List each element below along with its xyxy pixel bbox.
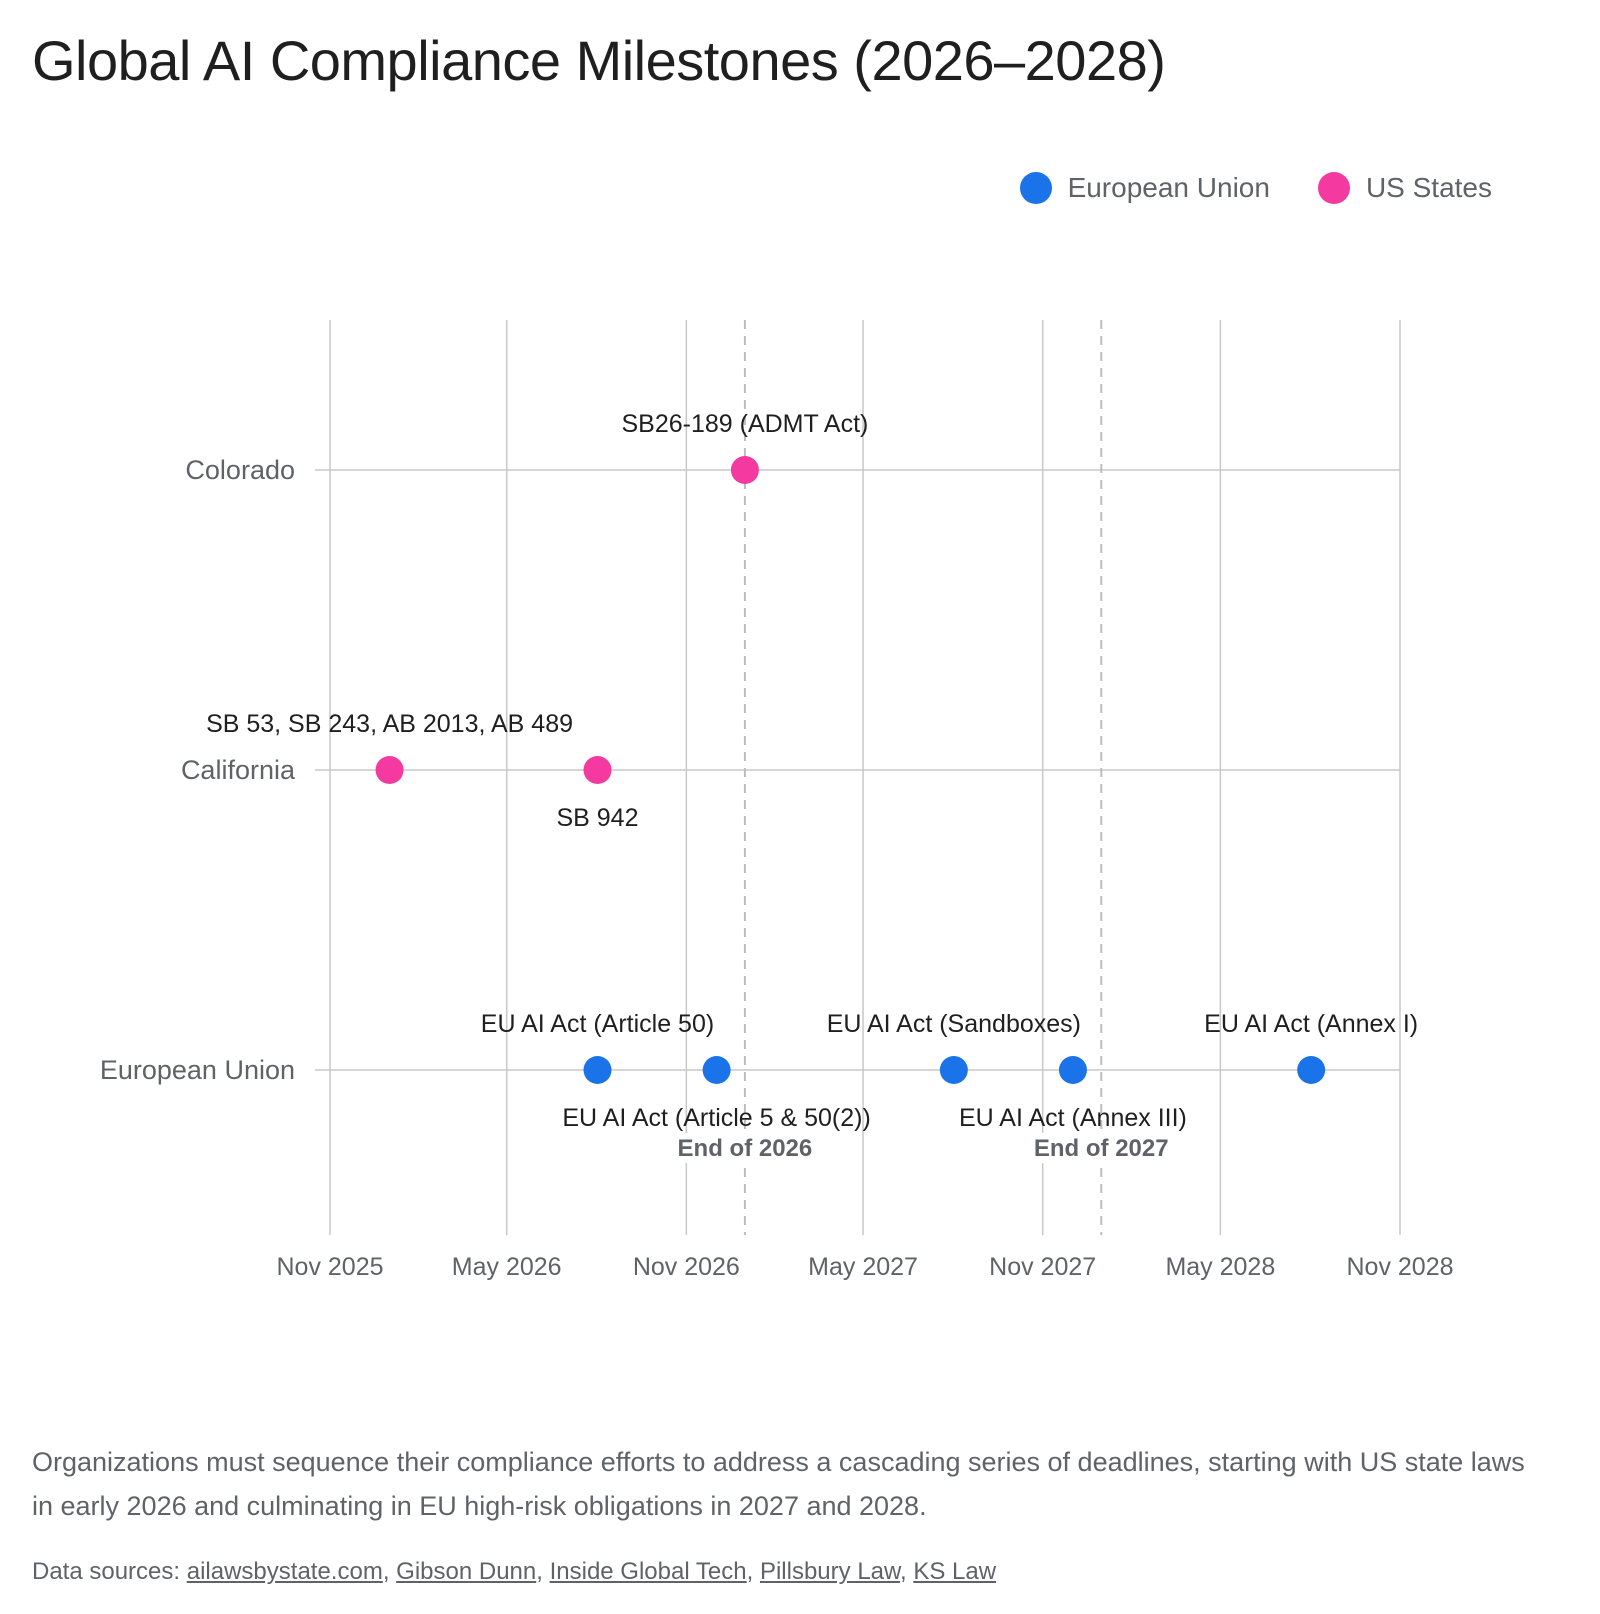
- legend-entry-us-states: US States: [1317, 172, 1492, 204]
- x-tick-label-nov-2028: Nov 2028: [1346, 1253, 1453, 1281]
- timeline-chart: Nov 2025 May 2026 Nov 2026 May 2027 Nov 2027…: [100, 320, 1454, 1281]
- point-eu-ai-act-annex-i: [1297, 1056, 1326, 1084]
- x-tick-label-nov-2025: Nov 2025: [276, 1253, 383, 1281]
- point-sb-53-sb-243-ab-2013-ab-489: [375, 756, 404, 784]
- point-label-sb26-189-admt-act: SB26-189 (ADMT Act): [621, 410, 868, 438]
- source-link-inside-global-tech[interactable]: Inside Global Tech: [549, 1558, 747, 1585]
- legend-label-us-states: US States: [1365, 172, 1492, 203]
- source-link-ks-law[interactable]: KS Law: [913, 1558, 997, 1585]
- legend-label-european-union: European Union: [1067, 172, 1270, 203]
- point-eu-ai-act-sandboxes: [939, 1056, 968, 1084]
- reference-label-end-of-2026: End of 2026: [678, 1135, 813, 1162]
- point-label-eu-ai-act-sandboxes: EU AI Act (Sandboxes): [827, 1010, 1081, 1038]
- legend-dot-us-states: [1317, 172, 1350, 204]
- source-link-gibson-dunn[interactable]: Gibson Dunn: [396, 1558, 537, 1585]
- chart-legend: European Union US States: [1019, 172, 1492, 204]
- legend-entry-european-union: European Union: [1019, 172, 1270, 204]
- point-label-eu-ai-act-annex-i: EU AI Act (Annex I): [1204, 1010, 1418, 1038]
- y-label-colorado: Colorado: [185, 455, 295, 485]
- legend-dot-european-union: [1019, 172, 1052, 204]
- chart-title: Global AI Compliance Milestones (2026–20…: [32, 29, 1166, 92]
- point-eu-ai-act-article-5-50-2: [702, 1056, 731, 1084]
- x-tick-label-may-2026: May 2026: [452, 1253, 562, 1281]
- y-label-european-union: European Union: [100, 1055, 295, 1085]
- point-sb26-189-admt-act: [730, 456, 759, 484]
- point-label-sb-53-sb-243-ab-2013-ab-489: SB 53, SB 243, AB 2013, AB 489: [206, 710, 573, 738]
- x-tick-label-nov-2027: Nov 2027: [989, 1253, 1096, 1281]
- chart-caption: Organizations must sequence their compli…: [32, 1447, 1525, 1521]
- reference-label-end-of-2027: End of 2027: [1034, 1135, 1169, 1162]
- point-label-sb-942: SB 942: [556, 804, 638, 832]
- data-sources: Data sources: ailawsbystate.com, Gibson …: [32, 1558, 997, 1585]
- point-label-eu-ai-act-article-50: EU AI Act (Article 50): [481, 1010, 714, 1038]
- source-link-ailawsbystate[interactable]: ailawsbystate.com: [186, 1558, 383, 1585]
- point-sb-942: [583, 756, 612, 784]
- point-label-eu-ai-act-annex-iii: EU AI Act (Annex III): [959, 1104, 1187, 1132]
- data-sources-prefix: Data sources:: [32, 1558, 187, 1585]
- reference-label-bg-end-of-2026: [676, 1133, 813, 1163]
- point-eu-ai-act-annex-iii: [1058, 1056, 1087, 1084]
- point-label-eu-ai-act-article-5-50-2: EU AI Act (Article 5 & 50(2)): [562, 1104, 870, 1132]
- x-tick-label-nov-2026: Nov 2026: [633, 1253, 740, 1281]
- x-tick-label-may-2028: May 2028: [1165, 1253, 1275, 1281]
- reference-label-bg-end-of-2027: [1033, 1133, 1170, 1163]
- point-eu-ai-act-article-50: [583, 1056, 612, 1084]
- x-tick-label-may-2027: May 2027: [808, 1253, 918, 1281]
- y-label-california: California: [181, 755, 296, 785]
- source-link-pillsbury-law[interactable]: Pillsbury Law: [759, 1558, 901, 1585]
